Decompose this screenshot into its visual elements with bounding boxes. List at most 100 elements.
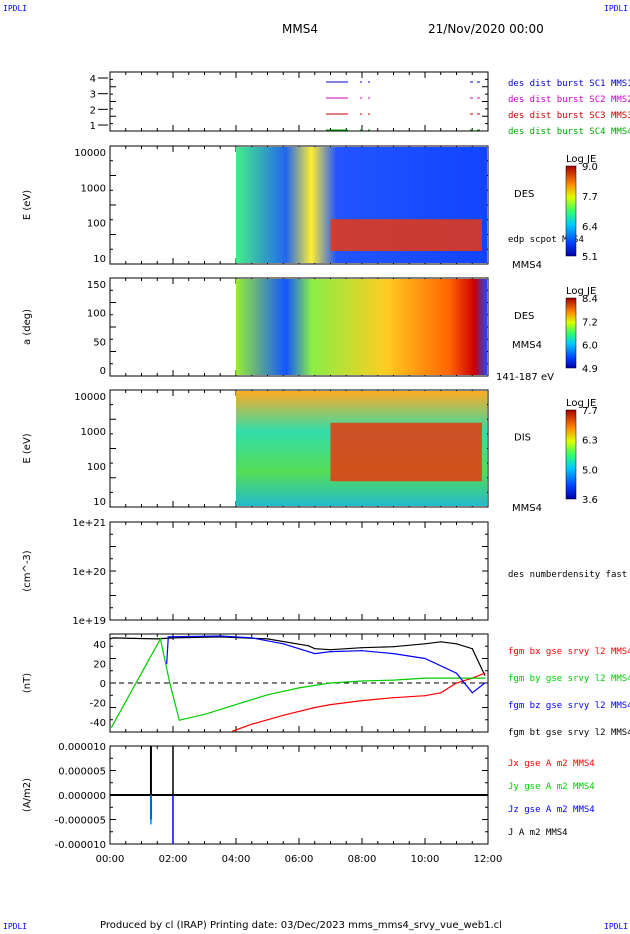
data-point — [471, 692, 473, 694]
x-tick-label: 04:00 — [222, 854, 251, 865]
data-point — [314, 648, 316, 650]
colorbar-tick-label: 7.2 — [582, 317, 598, 328]
y-axis-label-des-energy: E (eV) — [22, 190, 33, 220]
data-point — [329, 682, 332, 684]
data-point — [203, 713, 206, 715]
density-y-tick-label: 1e+20 — [72, 567, 106, 578]
heatmap-side-label: MMS4 — [512, 503, 542, 514]
heatmap-y-tick-label: 100 — [87, 462, 106, 473]
series-fgm-bx-gse-srvy-l2-MMS4 — [232, 672, 486, 732]
data-point — [455, 682, 458, 684]
data-point — [424, 695, 426, 697]
colorbar-tick-label: 7.7 — [582, 192, 598, 203]
heatmap-y-tick-label: 100 — [87, 219, 106, 230]
colorbar-title: Log JE — [566, 286, 596, 297]
data-point — [329, 651, 332, 653]
data-point — [471, 648, 473, 650]
current-y-tick-label: 0.000000 — [58, 791, 106, 802]
data-point — [159, 638, 161, 640]
heatmap-side-label: MMS4 — [512, 340, 542, 351]
data-point — [361, 650, 363, 652]
colorbar-title: Log JE — [566, 398, 596, 409]
density-y-tick-label: 1e+19 — [72, 616, 106, 627]
data-point — [424, 643, 426, 645]
burst-y-tick-label: 2 — [90, 105, 96, 116]
data-point — [424, 677, 426, 679]
current-legend-entry: Jx gse A m2 MMS4 — [508, 759, 595, 769]
x-tick-label: 02:00 — [159, 854, 188, 865]
data-point — [455, 643, 458, 645]
heatmap-y-tick-label: 10000 — [74, 148, 106, 159]
current-y-tick-label: -0.000005 — [55, 816, 106, 827]
colorbar-tick-label: 6.3 — [582, 436, 598, 447]
current-y-tick-label: 0.000010 — [58, 742, 106, 753]
data-point — [361, 647, 363, 649]
data-point — [251, 637, 253, 639]
burst-y-tick-label: 3 — [90, 90, 96, 101]
burst-y-tick-label: 1 — [90, 121, 96, 132]
heatmap-y-tick-label: 10 — [93, 254, 106, 265]
data-point — [307, 645, 310, 647]
colorbar-tick-label: 6.4 — [582, 222, 598, 233]
heatmap-des-pitch-angle — [236, 279, 487, 375]
colorbar-dis-energy — [565, 409, 577, 500]
data-point — [282, 643, 284, 645]
burst-legend-entry: des dist burst SC4 MMS4 — [508, 127, 630, 137]
datetime-title: 21/Nov/2020 00:00 — [428, 22, 544, 36]
density-y-tick-label: 1e+21 — [72, 518, 106, 529]
data-point — [455, 672, 458, 674]
data-point — [110, 726, 113, 728]
heatmap-hot-band — [330, 422, 482, 482]
heatmap-hot-band — [330, 219, 482, 252]
data-point — [314, 706, 316, 709]
heatmap-y-tick-label: 50 — [93, 337, 106, 348]
current-y-tick-label: 0.000005 — [58, 767, 106, 778]
colorbar-tick-label: 7.7 — [582, 406, 598, 417]
burst-legend-entry: des dist burst SC1 MMS1 — [508, 79, 630, 89]
colorbar-tick-label: 5.0 — [582, 465, 598, 476]
bfield-y-tick-label: 20 — [93, 659, 106, 670]
y-axis-label-current: (A/m2) — [22, 778, 33, 812]
panel-frame-5 — [109, 521, 489, 621]
data-point — [440, 692, 442, 694]
data-point — [112, 637, 114, 639]
data-point — [266, 694, 269, 696]
data-point — [156, 638, 158, 640]
heatmap-y-tick-label: 10 — [93, 497, 106, 508]
x-tick-label: 10:00 — [411, 854, 440, 865]
data-point — [166, 662, 168, 665]
colorbar-tick-label: 6.0 — [582, 341, 598, 352]
data-point — [109, 638, 111, 640]
heatmap-side-label: DES — [514, 189, 534, 200]
bfield-legend-entry: fgm bt gse srvy l2 MMS4 — [508, 728, 630, 738]
bfield-y-tick-label: 0 — [100, 679, 106, 690]
data-point — [392, 679, 395, 681]
y-axis-label-des-pitch-angle: a (deg) — [22, 309, 33, 345]
bfield-y-tick-label: -40 — [90, 718, 106, 729]
data-point — [219, 635, 221, 637]
data-point — [266, 638, 269, 640]
data-point — [251, 723, 253, 725]
heatmap-y-tick-label: 0 — [100, 366, 106, 377]
bfield-legend-entry: fgm by gse srvy l2 MMS4 — [508, 674, 630, 684]
data-point — [440, 641, 442, 643]
heatmap-side-label: MMS4 — [512, 260, 542, 271]
data-point — [219, 636, 221, 638]
burst-y-tick-label: 4 — [90, 74, 96, 85]
bfield-legend-entry: fgm bz gse srvy l2 MMS4 — [508, 701, 630, 711]
heatmap-side-label: DES — [514, 311, 534, 322]
panel-frame-1 — [109, 71, 489, 132]
current-y-tick-label: -0.000010 — [55, 840, 106, 851]
data-point — [484, 672, 486, 674]
data-point — [282, 714, 284, 716]
colorbar-title: Log JE — [566, 154, 596, 165]
x-tick-label: 08:00 — [348, 854, 377, 865]
density-legend-entry: des numberdensity fast M — [508, 570, 630, 580]
heatmap-y-tick-label: 1000 — [81, 427, 106, 438]
colorbar-tick-label: 9.0 — [582, 162, 598, 173]
colorbar-tick-label: 3.6 — [582, 495, 598, 506]
corner-mark-bottom-right: IPDLI — [604, 922, 629, 931]
data-point — [298, 687, 300, 689]
burst-legend-entry: des dist burst SC3 MMS3 — [508, 111, 630, 121]
